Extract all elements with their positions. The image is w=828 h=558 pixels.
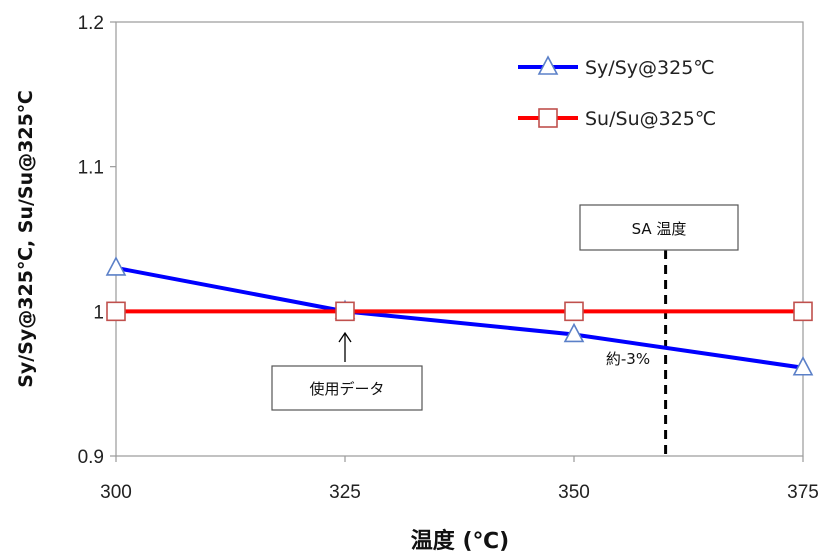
legend-marker-triangle [537,55,559,75]
used-data-label: 使用データ [309,380,384,398]
y-axis-title: Sy/Sy@325℃, Su/Su@325℃ [15,90,37,388]
x-axis-title: 温度 (℃) [411,528,509,554]
data-point-square [793,301,813,322]
data-point-square [564,301,584,322]
y-tick-label: 1 [93,302,104,323]
data-point-triangle [563,322,585,343]
series-line [115,265,804,370]
x-tick-label: 375 [787,482,819,503]
x-tick-label: 350 [558,482,590,503]
y-tick-label: 1.2 [78,13,104,34]
y-tick-label: 1.1 [78,158,104,179]
y-tick-label: 0.9 [78,447,104,468]
y-axis-ticks: 0.9 1 1.1 1.2 [78,13,116,468]
x-tick-label: 325 [329,482,361,503]
legend-label: Sy/Sy@325℃ [585,57,715,79]
annotations-over: 使用データ 約-3% [271,331,650,411]
used-data-box [271,365,423,411]
used-data-arrowhead [338,331,352,343]
data-point-square [335,301,355,322]
sa-label: SA 温度 [632,220,687,238]
sa-label-box [579,204,739,251]
approx-label: 約-3% [606,350,650,368]
annotations-under: SA 温度 [579,204,739,456]
data-point-square [106,301,126,322]
data-point-triangle [105,256,127,276]
legend: Sy/Sy@325℃ Su/Su@325℃ [518,55,716,130]
legend-label: Su/Su@325℃ [585,108,716,130]
x-tick-label: 300 [100,482,132,503]
series-group [105,256,814,376]
x-axis-ticks: 300 325 350 375 [100,456,819,503]
legend-marker-square [538,108,558,128]
data-point-triangle [792,356,814,376]
